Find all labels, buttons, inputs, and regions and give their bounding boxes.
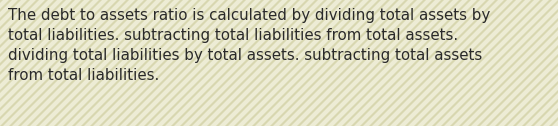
Polygon shape (243, 0, 372, 126)
Polygon shape (36, 0, 165, 126)
Polygon shape (0, 0, 48, 126)
Polygon shape (522, 0, 558, 126)
Polygon shape (378, 0, 507, 126)
Polygon shape (18, 0, 147, 126)
Polygon shape (342, 0, 471, 126)
Polygon shape (162, 0, 291, 126)
Polygon shape (297, 0, 426, 126)
Polygon shape (9, 0, 138, 126)
Polygon shape (234, 0, 363, 126)
Polygon shape (306, 0, 435, 126)
Polygon shape (216, 0, 345, 126)
Polygon shape (45, 0, 174, 126)
Polygon shape (72, 0, 201, 126)
Polygon shape (81, 0, 210, 126)
Polygon shape (504, 0, 558, 126)
Polygon shape (387, 0, 516, 126)
Polygon shape (171, 0, 300, 126)
Polygon shape (513, 0, 558, 126)
Polygon shape (0, 0, 129, 126)
Polygon shape (207, 0, 336, 126)
Polygon shape (495, 0, 558, 126)
Polygon shape (405, 0, 534, 126)
Polygon shape (0, 0, 21, 126)
Polygon shape (126, 0, 255, 126)
Polygon shape (0, 0, 3, 126)
Polygon shape (0, 0, 120, 126)
Polygon shape (63, 0, 192, 126)
Polygon shape (144, 0, 273, 126)
Polygon shape (432, 0, 558, 126)
Polygon shape (0, 0, 12, 126)
Polygon shape (279, 0, 408, 126)
Polygon shape (270, 0, 399, 126)
Polygon shape (0, 0, 39, 126)
Polygon shape (0, 0, 75, 126)
Polygon shape (0, 0, 111, 126)
Polygon shape (198, 0, 327, 126)
Polygon shape (189, 0, 318, 126)
Polygon shape (54, 0, 183, 126)
Polygon shape (549, 0, 558, 126)
Polygon shape (0, 0, 57, 126)
Polygon shape (360, 0, 489, 126)
Polygon shape (0, 0, 84, 126)
Polygon shape (459, 0, 558, 126)
Polygon shape (351, 0, 480, 126)
Polygon shape (531, 0, 558, 126)
Polygon shape (0, 0, 102, 126)
Polygon shape (117, 0, 246, 126)
Text: The debt to assets ratio is calculated by dividing total assets by
total liabili: The debt to assets ratio is calculated b… (8, 8, 490, 83)
Polygon shape (252, 0, 381, 126)
Polygon shape (180, 0, 309, 126)
Polygon shape (414, 0, 543, 126)
Polygon shape (153, 0, 282, 126)
Polygon shape (0, 0, 66, 126)
Polygon shape (441, 0, 558, 126)
Polygon shape (450, 0, 558, 126)
Polygon shape (135, 0, 264, 126)
Polygon shape (486, 0, 558, 126)
Polygon shape (99, 0, 228, 126)
Polygon shape (261, 0, 390, 126)
Polygon shape (0, 0, 93, 126)
Polygon shape (0, 0, 30, 126)
Polygon shape (225, 0, 354, 126)
Polygon shape (468, 0, 558, 126)
Polygon shape (540, 0, 558, 126)
Polygon shape (108, 0, 237, 126)
Polygon shape (27, 0, 156, 126)
Polygon shape (423, 0, 552, 126)
Polygon shape (288, 0, 417, 126)
Polygon shape (369, 0, 498, 126)
Polygon shape (333, 0, 462, 126)
Polygon shape (315, 0, 444, 126)
Polygon shape (90, 0, 219, 126)
Polygon shape (324, 0, 453, 126)
Polygon shape (396, 0, 525, 126)
Polygon shape (477, 0, 558, 126)
